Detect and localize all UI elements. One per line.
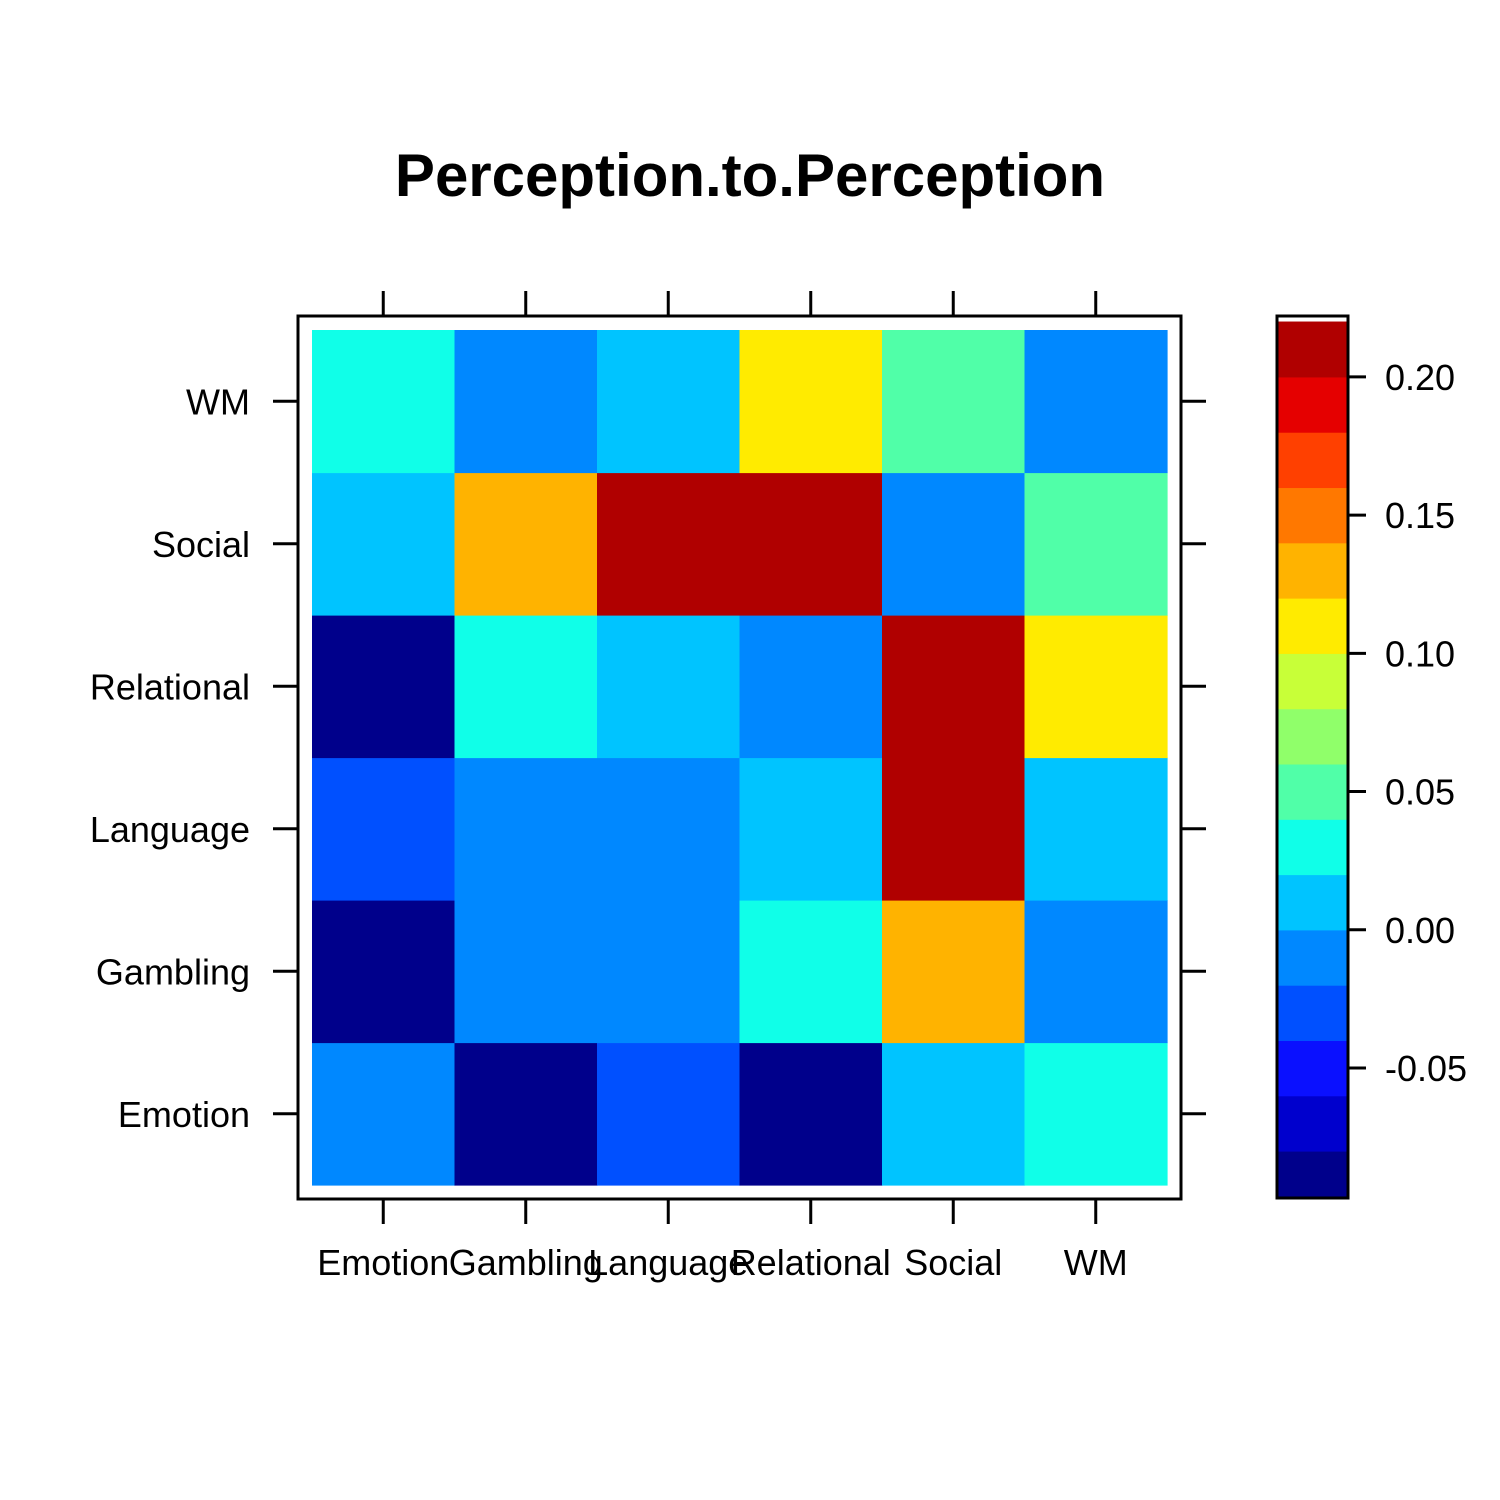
colorbar-segment [1277,985,1348,1042]
colorbar-tick-label: 0.20 [1385,357,1455,398]
colorbar-tick-label: 0.10 [1385,633,1455,674]
heatmap-cell-wm-gambling [1024,900,1168,1044]
colorbar-segment [1277,542,1348,599]
colorbar-segment [1277,874,1348,931]
heatmap-cell-language-gambling [597,900,741,1044]
heatmap-cell-wm-social [1024,472,1168,616]
colorbar-segment [1277,321,1348,378]
heatmap-cell-social-gambling [882,900,1026,1044]
y-tick-label: Gambling [96,951,250,992]
heatmap-cell-gambling-relational [454,615,598,759]
heatmap-cell-emotion-language [312,757,456,901]
heatmap-cell-gambling-social [454,472,598,616]
x-tick-label: Social [904,1242,1002,1283]
colorbar-segment [1277,763,1348,820]
colorbar-frame [1275,314,1350,1200]
x-tick-label: Language [588,1242,748,1283]
colorbar-segment [1277,1095,1348,1152]
heatmap-cell-wm-wm [1024,330,1168,474]
heatmap-cell-gambling-emotion [454,1042,598,1186]
heatmap-cell-gambling-language [454,757,598,901]
y-axis-labels: Emotion Gambling Language Relational Social W… [90,381,250,1135]
colorbar-ticks: -0.05 0.00 0.05 0.10 0.15 0.20 [1348,357,1467,1089]
colorbar-segment [1277,376,1348,433]
heatmap-cell-social-emotion [882,1042,1026,1186]
heatmap-cell-relational-gambling [739,900,883,1044]
heatmap-cell-wm-relational [1024,615,1168,759]
y-tick-label: Language [90,809,250,850]
x-tick-label: Gambling [449,1242,603,1283]
heatmap-cell-language-relational [597,615,741,759]
heatmap-cell-social-social [882,472,1026,616]
heatmap-cell-emotion-emotion [312,1042,456,1186]
colorbar-tick-label: 0.05 [1385,772,1455,813]
heatmap-cell-language-language [597,757,741,901]
y-tick-label: Relational [90,666,250,707]
heatmap-cell-language-social [597,472,741,616]
heatmap-cell-social-wm [882,330,1026,474]
colorbar-segment [1277,487,1348,544]
colorbar-segment [1277,432,1348,489]
colorbar-tick-label: 0.00 [1385,910,1455,951]
heatmap-cell-gambling-gambling [454,900,598,1044]
x-tick-label: Emotion [317,1242,449,1283]
colorbar-segment [1277,1150,1348,1199]
colorbar-segment [1277,653,1348,710]
colorbar-segment [1277,598,1348,654]
axis-ticks [273,291,1206,1224]
x-tick-label: WM [1064,1242,1128,1283]
heatmap-cell-relational-relational [739,615,883,759]
y-tick-label: WM [186,381,250,422]
heatmap-cell-wm-language [1024,757,1168,901]
y-tick-label: Social [152,524,250,565]
heatmap-cell-social-language [882,757,1026,901]
heatmap-cell-relational-social [739,472,883,616]
heatmap-cell-relational-wm [739,330,883,474]
colorbar-tick-label: 0.15 [1385,495,1455,536]
plot-frame [296,314,1183,1201]
heatmap-cell-wm-emotion [1024,1042,1168,1186]
colorbar [1275,314,1350,1200]
colorbar-segment [1277,1040,1348,1097]
heatmap-cell-gambling-wm [454,330,598,474]
heatmap-cell-emotion-relational [312,615,456,759]
y-tick-label: Emotion [118,1094,250,1135]
heatmap-cell-emotion-wm [312,330,456,474]
heatmap-cell-relational-emotion [739,1042,883,1186]
heatmap-cell-relational-language [739,757,883,901]
chart-title: Perception.to.Perception [395,142,1105,209]
heatmap-cell-language-emotion [597,1042,741,1186]
x-tick-label: Relational [731,1242,891,1283]
colorbar-segment [1277,708,1348,765]
colorbar-segment [1277,819,1348,876]
heatmap-cell-emotion-gambling [312,900,456,1044]
heatmap-cell-language-wm [597,330,741,474]
colorbar-segment [1277,929,1348,986]
colorbar-tick-label: -0.05 [1385,1048,1467,1089]
heatmap-cell-social-relational [882,615,1026,759]
heatmap-cells [312,330,1168,1186]
heatmap-cell-emotion-social [312,472,456,616]
